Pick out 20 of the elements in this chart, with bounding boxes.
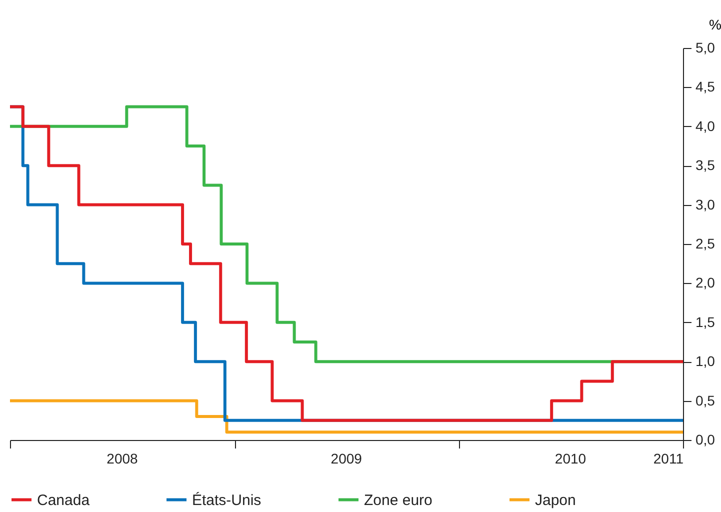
- y-tick-label: 0,0: [696, 432, 716, 448]
- y-axis-title: %: [709, 16, 721, 32]
- y-tick-label: 3,5: [696, 157, 716, 174]
- y-tick-label: 2,0: [696, 274, 716, 291]
- y-tick-label: 2,5: [696, 236, 716, 252]
- y-tick-label: 1,0: [696, 353, 716, 370]
- y-tick-label: 4,0: [696, 118, 716, 134]
- y-tick-label: 3,0: [696, 196, 716, 212]
- y-tick-label: 0,5: [696, 392, 716, 408]
- x-tick-label: 2011: [653, 450, 684, 466]
- legend-label: Zone euro: [364, 492, 432, 509]
- legend-label: Canada: [37, 492, 90, 509]
- x-tick-label: 2008: [106, 450, 138, 466]
- y-tick-label: 5,0: [696, 40, 716, 56]
- x-tick-label: 2009: [330, 450, 362, 466]
- y-tick-label: 4,5: [696, 78, 716, 95]
- x-tick-label: 2010: [554, 450, 586, 466]
- legend-label: Japon: [535, 492, 576, 509]
- y-tick-label: 1,5: [696, 314, 716, 330]
- legend-label: États-Unis: [192, 490, 262, 509]
